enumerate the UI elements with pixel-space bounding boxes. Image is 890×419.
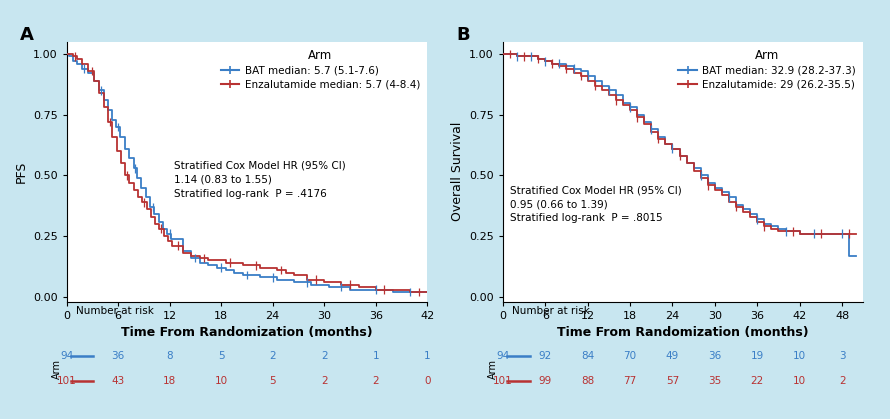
- Text: Arm: Arm: [53, 359, 62, 379]
- Text: 5: 5: [218, 351, 224, 361]
- Text: 2: 2: [372, 376, 379, 386]
- Text: 1: 1: [372, 351, 379, 361]
- Text: Number at risk: Number at risk: [512, 306, 590, 316]
- Text: Stratified Cox Model HR (95% CI)
0.95 (0.66 to 1.39)
Stratified log-rank  P = .8: Stratified Cox Model HR (95% CI) 0.95 (0…: [510, 185, 682, 223]
- Text: 94: 94: [497, 351, 509, 361]
- Text: 88: 88: [581, 376, 595, 386]
- Text: 18: 18: [163, 376, 176, 386]
- Text: 2: 2: [270, 351, 276, 361]
- Text: 77: 77: [623, 376, 636, 386]
- Text: 2: 2: [321, 351, 328, 361]
- Text: 8: 8: [166, 351, 173, 361]
- Text: 1: 1: [424, 351, 431, 361]
- Y-axis label: PFS: PFS: [14, 160, 28, 183]
- Text: 22: 22: [750, 376, 764, 386]
- Text: 10: 10: [793, 376, 806, 386]
- Text: 84: 84: [581, 351, 595, 361]
- Text: 70: 70: [624, 351, 636, 361]
- Text: Number at risk: Number at risk: [76, 306, 153, 316]
- Text: Stratified Cox Model HR (95% CI)
1.14 (0.83 to 1.55)
Stratified log-rank  P = .4: Stratified Cox Model HR (95% CI) 1.14 (0…: [174, 161, 346, 199]
- Text: 57: 57: [666, 376, 679, 386]
- Text: 3: 3: [838, 351, 846, 361]
- Y-axis label: Overall Survival: Overall Survival: [450, 122, 464, 222]
- Text: 94: 94: [61, 351, 73, 361]
- Text: 43: 43: [111, 376, 125, 386]
- Text: 49: 49: [666, 351, 679, 361]
- X-axis label: Time From Randomization (months): Time From Randomization (months): [557, 326, 809, 339]
- Legend: BAT median: 5.7 (5.1-7.6), Enzalutamide median: 5.7 (4-8.4): BAT median: 5.7 (5.1-7.6), Enzalutamide …: [218, 47, 422, 92]
- Text: 101: 101: [493, 376, 513, 386]
- Text: 0: 0: [424, 376, 431, 386]
- Text: 35: 35: [708, 376, 722, 386]
- Text: A: A: [20, 26, 34, 44]
- Text: 10: 10: [214, 376, 228, 386]
- Text: 99: 99: [538, 376, 552, 386]
- Text: 92: 92: [538, 351, 552, 361]
- Text: B: B: [456, 26, 470, 44]
- Text: 36: 36: [708, 351, 722, 361]
- Text: 36: 36: [111, 351, 125, 361]
- Text: 19: 19: [750, 351, 764, 361]
- Text: 2: 2: [838, 376, 846, 386]
- X-axis label: Time From Randomization (months): Time From Randomization (months): [121, 326, 373, 339]
- Text: 10: 10: [793, 351, 806, 361]
- Text: 101: 101: [57, 376, 77, 386]
- Legend: BAT median: 32.9 (28.2-37.3), Enzalutamide: 29 (26.2-35.5): BAT median: 32.9 (28.2-37.3), Enzalutami…: [676, 47, 858, 92]
- Text: Arm: Arm: [489, 359, 498, 379]
- Text: 5: 5: [270, 376, 276, 386]
- Text: 2: 2: [321, 376, 328, 386]
